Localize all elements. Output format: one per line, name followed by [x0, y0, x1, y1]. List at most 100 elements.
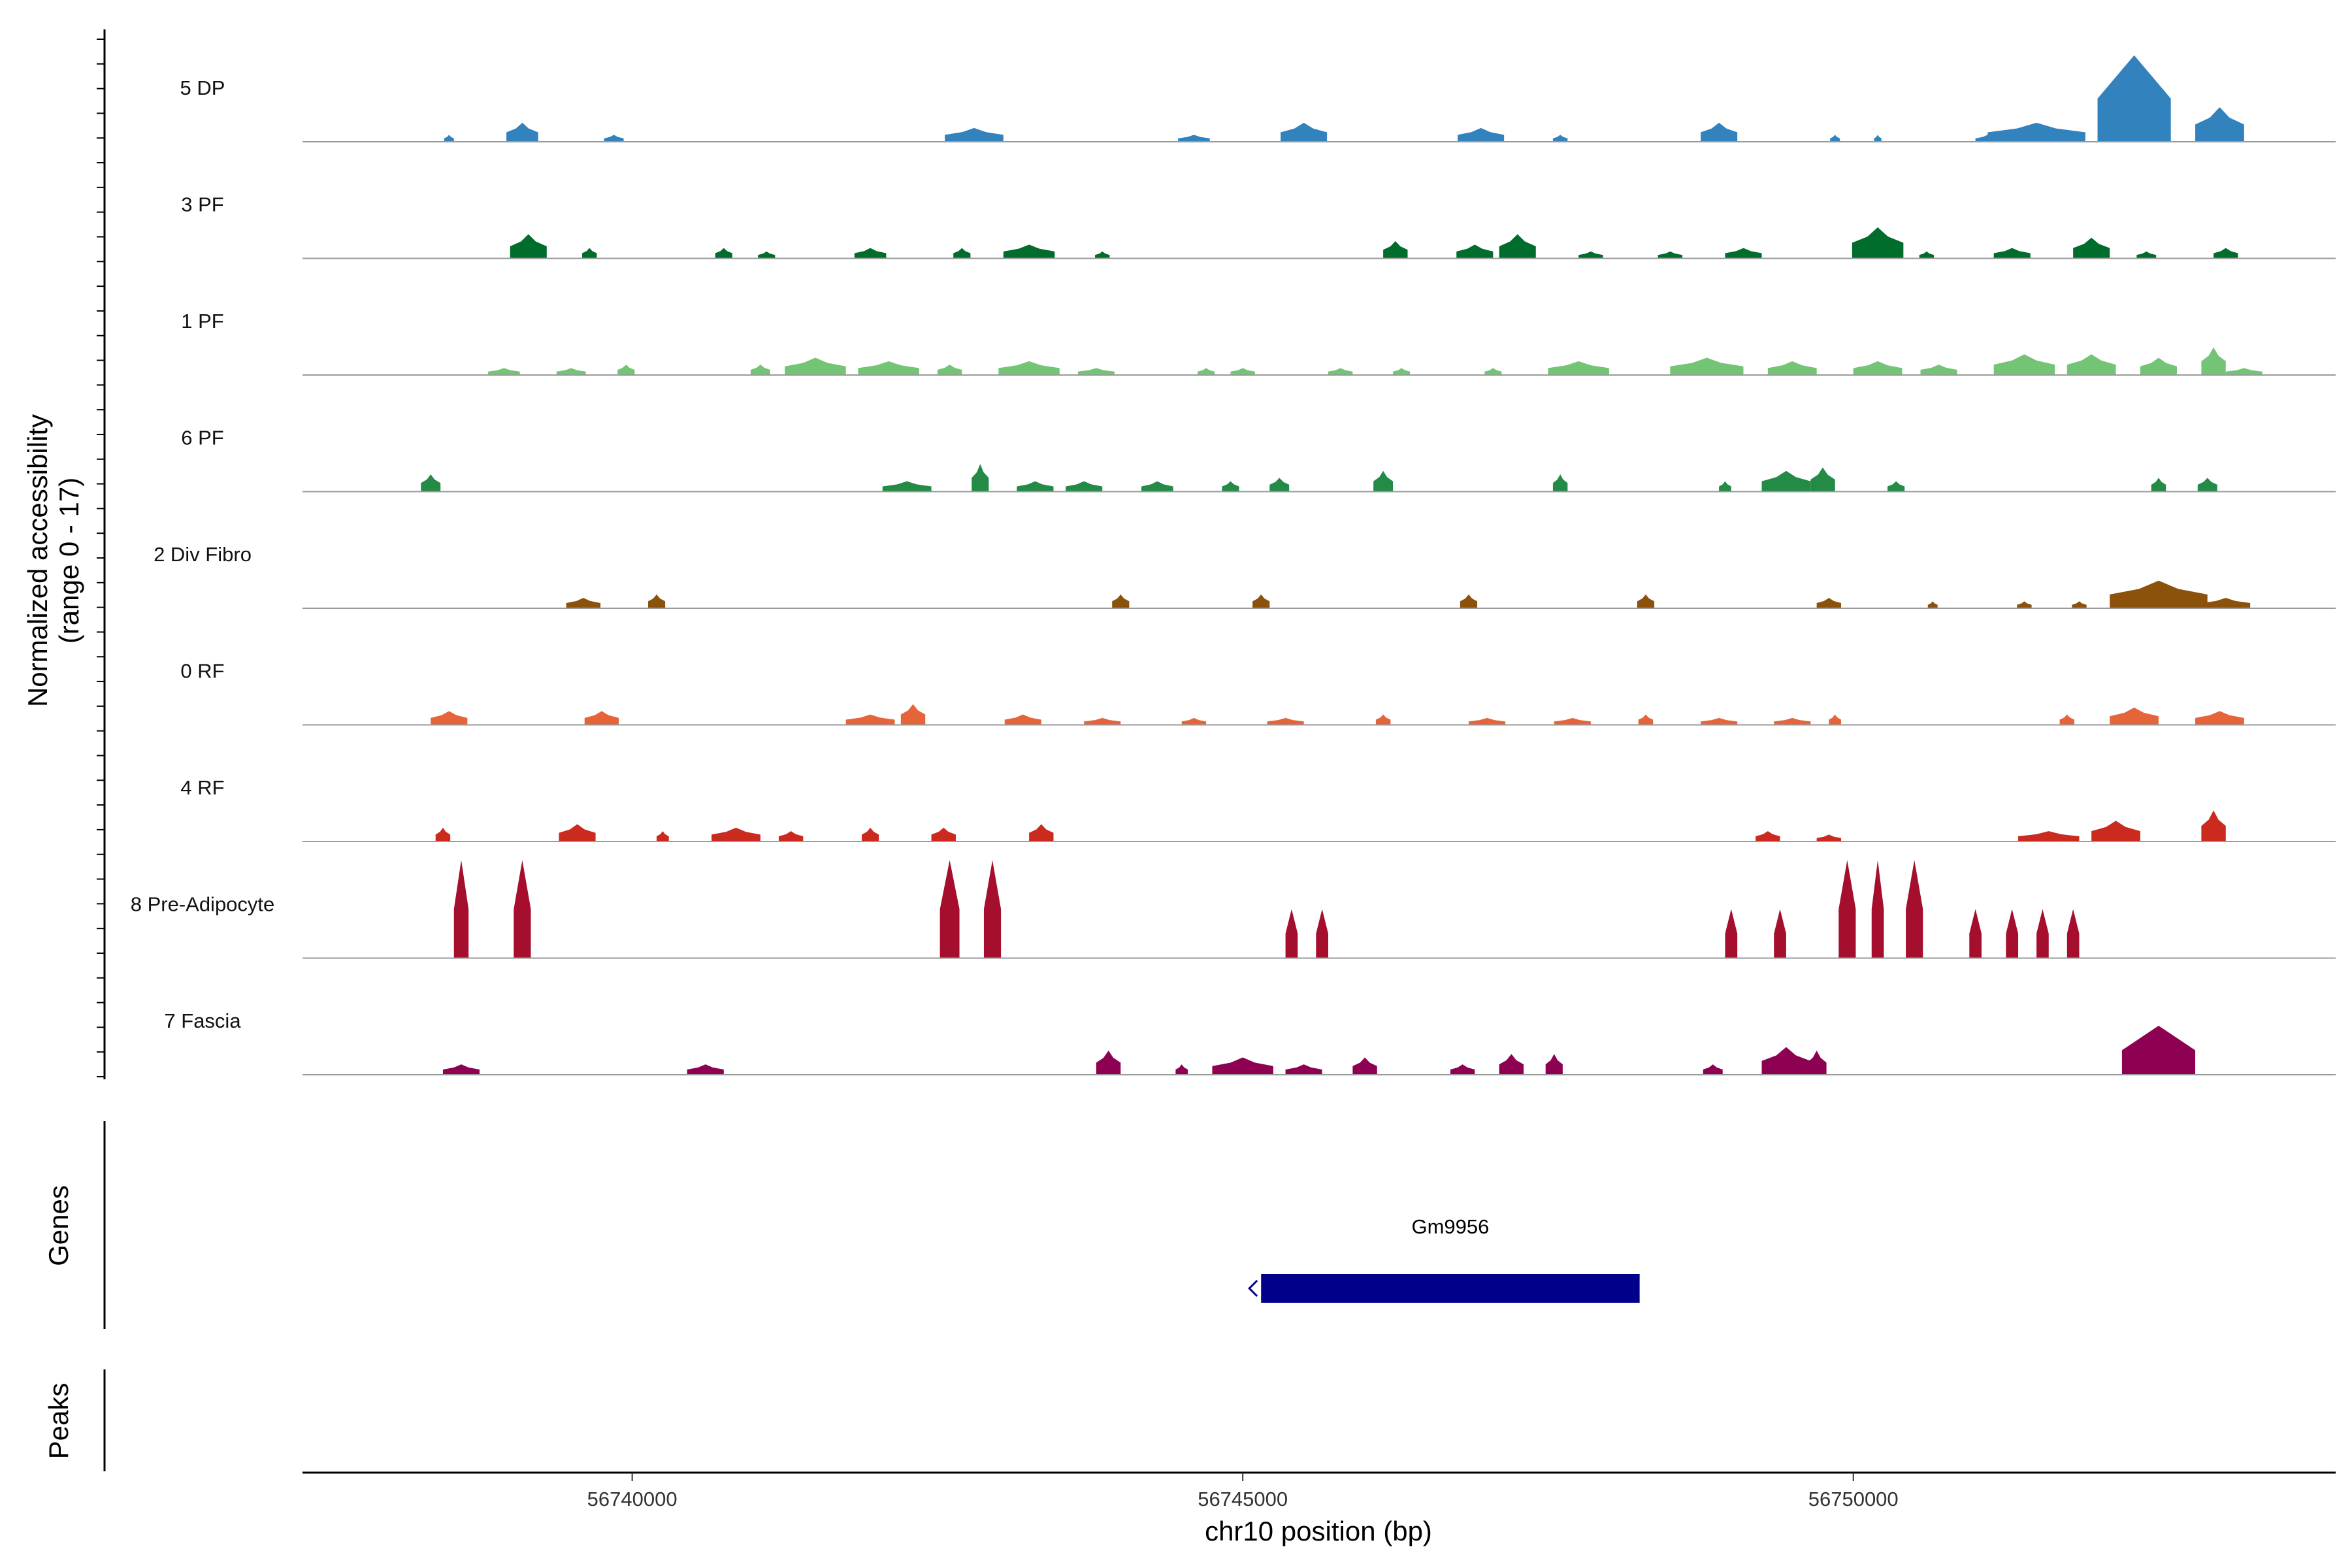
accessibility-peak — [1084, 717, 1121, 725]
accessibility-peak — [1701, 122, 1738, 142]
accessibility-peak — [1993, 248, 2031, 259]
accessibility-peak — [2017, 601, 2032, 608]
accessibility-peak — [506, 122, 538, 142]
track-0-rf — [302, 704, 2336, 726]
accessibility-peak — [1499, 1054, 1524, 1075]
accessibility-peak — [647, 594, 666, 608]
y-axis-title: Normalized accessibility — [22, 414, 53, 707]
x-axis-title: chr10 position (bp) — [1205, 1516, 1432, 1546]
accessibility-peak — [778, 831, 804, 841]
accessibility-peak — [1281, 122, 1328, 142]
accessibility-peak — [1230, 368, 1255, 375]
accessibility-peak — [617, 365, 635, 375]
accessibility-peak — [1552, 474, 1568, 492]
accessibility-peak — [1029, 824, 1054, 841]
accessibility-peak — [1871, 860, 1884, 958]
accessibility-peak — [953, 248, 971, 259]
accessibility-peak — [2110, 708, 2159, 725]
accessibility-peak — [862, 827, 879, 841]
accessibility-peak — [1328, 368, 1353, 375]
accessibility-peak — [488, 368, 520, 375]
accessibility-peak — [1548, 361, 1609, 375]
accessibility-peak — [1919, 251, 1935, 259]
accessibility-peak — [1004, 714, 1041, 725]
accessibility-peak — [1578, 251, 1603, 259]
accessibility-peak — [1993, 354, 2055, 375]
accessibility-peak — [1077, 368, 1115, 375]
accessibility-peak — [1725, 909, 1738, 958]
accessibility-peak — [559, 824, 596, 841]
accessibility-peak — [1178, 135, 1210, 142]
x-tick-label: 56740000 — [587, 1488, 678, 1511]
accessibility-peak — [2201, 347, 2226, 375]
accessibility-peak — [845, 714, 895, 725]
accessibility-peak — [1906, 860, 1923, 958]
accessibility-peak — [1637, 594, 1655, 608]
accessibility-peak — [604, 135, 624, 142]
accessibility-peak — [2213, 248, 2238, 259]
accessibility-peak — [1175, 1064, 1188, 1075]
accessibility-peak — [2036, 909, 2049, 958]
accessibility-peak — [1987, 122, 2085, 142]
accessibility-peak — [1181, 717, 1207, 725]
accessibility-peak — [1383, 241, 1408, 259]
track-label-2-div-fibro: 2 Div Fibro — [154, 543, 252, 566]
accessibility-peak — [1830, 135, 1840, 142]
accessibility-peak — [1450, 1064, 1475, 1075]
accessibility-peak — [2201, 810, 2226, 841]
accessibility-peak — [453, 860, 469, 958]
accessibility-peak — [750, 365, 770, 375]
accessibility-peak — [1887, 481, 1905, 492]
accessibility-peak — [2066, 909, 2080, 958]
accessibility-peak — [2136, 251, 2157, 259]
accessibility-peak — [566, 598, 601, 608]
track-label-4-rf: 4 RF — [180, 776, 224, 799]
accessibility-peak — [431, 711, 468, 725]
accessibility-peak — [1816, 598, 1842, 608]
gene-label: Gm9956 — [1411, 1215, 1489, 1238]
accessibility-peak — [858, 361, 919, 375]
accessibility-peak — [900, 704, 926, 725]
track-label-6-pf: 6 PF — [181, 427, 223, 449]
accessibility-peak — [687, 1064, 724, 1075]
accessibility-peak — [1269, 478, 1290, 492]
gene-body — [1261, 1274, 1640, 1303]
accessibility-peak — [1456, 244, 1494, 259]
accessibility-peak — [1829, 714, 1842, 725]
accessibility-peak — [854, 248, 887, 259]
track-label-1-pf: 1 PF — [181, 310, 223, 333]
accessibility-peak — [1806, 1050, 1827, 1075]
accessibility-peak — [1198, 368, 1215, 375]
accessibility-peak — [657, 831, 669, 841]
accessibility-peak — [1458, 127, 1505, 142]
accessibility-peak — [1252, 594, 1270, 608]
accessibility-peak — [2195, 107, 2244, 142]
accessibility-peak — [1267, 717, 1304, 725]
accessibility-peak — [1112, 594, 1130, 608]
track-label-3-pf: 3 PF — [181, 193, 223, 216]
accessibility-peak — [2197, 478, 2217, 492]
accessibility-peak — [1920, 365, 1957, 375]
accessibility-peak — [1638, 714, 1654, 725]
accessibility-peak — [2195, 711, 2244, 725]
accessibility-peak — [882, 481, 932, 492]
genes-panel-title: Genes — [43, 1185, 74, 1266]
accessibility-peak — [1285, 909, 1298, 958]
accessibility-peak — [1725, 248, 1762, 259]
accessibility-peak — [1484, 368, 1502, 375]
gene-gm9956: Gm9956 — [1248, 1215, 1640, 1303]
accessibility-peak — [1003, 244, 1055, 259]
accessibility-peak — [556, 368, 586, 375]
accessibility-peak — [1545, 1054, 1563, 1075]
accessibility-peak — [2201, 598, 2251, 608]
accessibility-peak — [514, 860, 531, 958]
accessibility-peak — [1701, 717, 1738, 725]
accessibility-peak — [1703, 1064, 1723, 1075]
accessibility-peak — [1756, 831, 1780, 841]
accessibility-peak — [711, 827, 760, 841]
accessibility-peak — [1774, 909, 1786, 958]
accessibility-peak — [2072, 601, 2087, 608]
accessibility-peak — [2006, 909, 2019, 958]
accessibility-peak — [442, 1064, 480, 1075]
accessibility-peak — [1816, 834, 1842, 841]
